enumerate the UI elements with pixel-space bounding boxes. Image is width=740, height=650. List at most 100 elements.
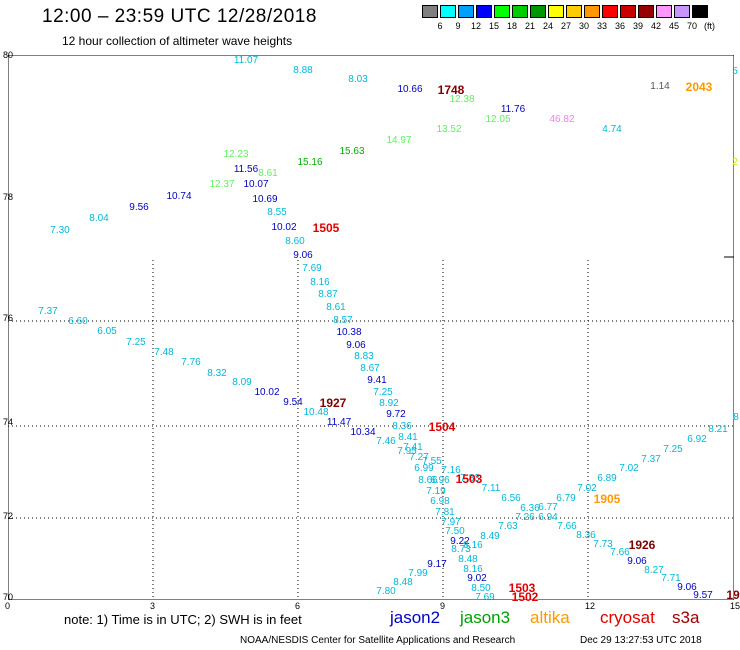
wave-height-value: 7.27	[409, 452, 429, 463]
wave-height-value: 7.46	[376, 436, 396, 447]
legend-swatch	[440, 5, 456, 18]
wave-height-value: 6.56	[501, 493, 521, 504]
legend-label: 45	[668, 21, 679, 31]
wave-height-value: 10.48	[303, 407, 329, 418]
wave-height-value: 10.66	[397, 84, 423, 95]
wave-height-value: 2	[732, 157, 738, 168]
legend-label: 12	[470, 21, 481, 31]
y-tick-label: 80	[3, 50, 14, 60]
wave-height-value: 8.16	[463, 564, 483, 575]
wave-height-value: 8.57	[333, 315, 353, 326]
pass-time-label: 1502	[511, 590, 539, 604]
x-tick-label: 0	[5, 601, 11, 611]
legend-label: 15	[488, 21, 499, 31]
legend-label: 18	[506, 21, 517, 31]
pass-time-label: 1927	[319, 396, 347, 410]
wave-height-value: 11.07	[233, 55, 259, 66]
wave-height-value: 6.36	[520, 503, 540, 514]
wave-height-value: 10.74	[166, 191, 192, 202]
wave-height-value: 10.07	[243, 179, 269, 190]
pass-time-label: 1504	[428, 420, 456, 434]
wave-height-value: 6.96	[430, 475, 450, 486]
wave-height-value: 7.71	[661, 573, 681, 584]
legend-swatch	[476, 5, 492, 18]
wave-height-value: 11.47	[326, 417, 352, 428]
pass-time-label: 2043	[685, 80, 713, 94]
wave-height-value: 6.89	[597, 473, 617, 484]
x-tick-label: 9	[440, 601, 446, 611]
legend-label: 24	[542, 21, 553, 31]
wave-height-value: 8.27	[644, 565, 664, 576]
legend-label: 6	[437, 21, 443, 31]
wave-height-value: 10.02	[271, 222, 297, 233]
wave-height-value: 7.76	[181, 357, 201, 368]
wave-height-value: 8.88	[293, 65, 313, 76]
wave-height-value: 12.37	[209, 179, 235, 190]
wave-height-value: 7.66	[557, 521, 577, 532]
wave-height-value: 8.61	[326, 302, 346, 313]
legend-label: 39	[632, 21, 643, 31]
wave-height-value: 10.69	[252, 194, 278, 205]
footnote: note: 1) Time is in UTC; 2) SWH is in fe…	[64, 612, 302, 627]
legend-swatch	[692, 5, 708, 18]
wave-height-value: 8.36	[576, 530, 596, 541]
wave-height-value: 7.69	[302, 263, 322, 274]
legend-swatch	[422, 5, 438, 18]
wave-height-value: 7.41	[403, 442, 423, 453]
pass-time-label: 1748	[437, 83, 465, 97]
legend-unit: (ft)	[704, 21, 715, 31]
wave-height-value: 9.22	[450, 536, 470, 547]
wave-height-value: 6.98	[430, 496, 450, 507]
wave-height-value: 7.25	[373, 387, 393, 398]
legend-swatch	[548, 5, 564, 18]
wave-height-value: 7.66	[610, 547, 630, 558]
wave-height-value: 8.32	[207, 368, 227, 379]
wave-height-value: 11.76	[500, 104, 526, 115]
wave-height-value: 8.55	[267, 207, 287, 218]
wave-height-value: 7.95	[397, 446, 417, 457]
map-plot-area	[8, 55, 734, 600]
wave-height-value: 8.60	[285, 236, 305, 247]
wave-height-value: 8.04	[89, 213, 109, 224]
legend-label: 36	[614, 21, 625, 31]
wave-height-value: 6.92	[687, 434, 707, 445]
wave-height-value: 7.97	[441, 517, 461, 528]
wave-height-value: 8.09	[232, 377, 252, 388]
wave-height-value: 7.99	[408, 568, 428, 579]
wave-height-value: 9.06	[293, 250, 313, 261]
x-tick-label: 15	[730, 601, 740, 611]
wave-height-value: 8.49	[480, 531, 500, 542]
legend-swatch	[584, 5, 600, 18]
wave-height-value: 8.41	[398, 432, 418, 443]
wave-height-value: 6.77	[538, 502, 558, 513]
legend-label: 21	[524, 21, 535, 31]
wave-height-value: 7.55	[422, 456, 442, 467]
wave-height-value: 9.41	[367, 375, 387, 386]
pass-time-label: 1503	[508, 581, 536, 595]
legend-swatch	[512, 5, 528, 18]
wave-height-value: 15.16	[297, 157, 323, 168]
wave-height-value: 9.06	[627, 556, 647, 567]
wave-height-value: 6.60	[68, 316, 88, 327]
satellite-name: altika	[530, 608, 570, 627]
wave-height-value: 7.26	[515, 512, 535, 523]
wave-height-value: 14.97	[386, 135, 412, 146]
wave-height-value: 7.37	[38, 306, 58, 317]
wave-height-value: 7.25	[126, 337, 146, 348]
wave-height-value: 7.81	[435, 507, 455, 518]
page-subtitle: 12 hour collection of altimeter wave hei…	[62, 34, 293, 48]
wave-height-value: 7.48	[154, 347, 174, 358]
wave-height-value: 4.74	[602, 124, 622, 135]
pass-time-label: 19	[726, 588, 740, 602]
wave-height-value: 8.83	[354, 351, 374, 362]
legend-swatch	[602, 5, 618, 18]
wave-height-value: 8.21	[708, 424, 728, 435]
wave-height-value: 8.36	[392, 421, 412, 432]
y-tick-label: 72	[3, 511, 14, 521]
legend-label: 27	[560, 21, 571, 31]
wave-height-value: 8.16	[310, 277, 330, 288]
y-tick-label: 76	[3, 313, 14, 323]
wave-height-value: 7.37	[641, 454, 661, 465]
wave-height-value: 13.52	[436, 124, 462, 135]
